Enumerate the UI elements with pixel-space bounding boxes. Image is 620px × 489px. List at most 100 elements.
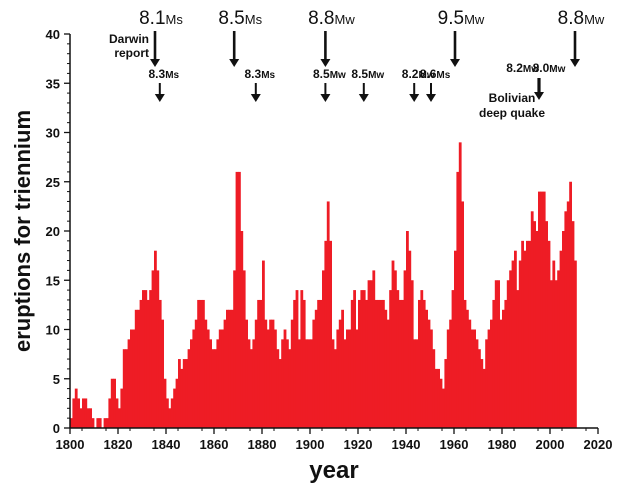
bar <box>259 299 263 428</box>
bar <box>487 329 491 428</box>
bar <box>103 418 107 428</box>
magnitude-label: 8.5Mw <box>351 67 384 81</box>
bar <box>454 250 457 428</box>
bar <box>401 299 404 428</box>
bar <box>518 260 522 428</box>
bar <box>108 398 112 428</box>
bar <box>413 339 416 428</box>
bar <box>197 299 200 428</box>
bar <box>506 280 510 428</box>
y-tick-label: 5 <box>53 372 60 387</box>
bar <box>480 359 484 428</box>
bar <box>295 290 299 428</box>
bar <box>238 171 241 428</box>
bar <box>348 329 352 428</box>
bar <box>350 299 354 428</box>
bar <box>446 329 450 428</box>
bar <box>502 309 505 428</box>
bar <box>533 221 536 428</box>
bar <box>526 240 529 428</box>
bar <box>470 329 474 428</box>
bar <box>127 339 131 428</box>
bar <box>170 398 174 428</box>
bar <box>187 349 191 428</box>
bar <box>142 290 145 428</box>
bar <box>554 280 558 428</box>
bar <box>482 368 486 428</box>
bar <box>379 299 383 428</box>
x-tick-label: 1940 <box>392 437 421 452</box>
bar <box>206 329 210 428</box>
bar <box>98 418 102 428</box>
bar <box>516 290 520 428</box>
y-axis-title: eruptions for triennium <box>10 110 35 352</box>
earthquake-arrow <box>570 31 580 67</box>
bar-series <box>70 142 577 428</box>
earthquake-arrow <box>534 78 544 100</box>
bar <box>89 408 92 428</box>
bar <box>353 290 356 428</box>
bar <box>408 250 412 428</box>
magnitude-label: 8.3Ms <box>245 67 276 81</box>
bar <box>288 349 292 428</box>
bar <box>240 231 244 428</box>
magnitude-label: 8.2Mw <box>506 61 539 75</box>
bar <box>511 260 515 428</box>
bar <box>254 319 258 428</box>
bar <box>269 319 272 428</box>
bar <box>168 408 172 428</box>
magnitude-label: 8.6Ms <box>420 67 451 81</box>
bar <box>216 339 220 428</box>
y-tick-label: 10 <box>46 323 60 338</box>
bar <box>312 319 316 428</box>
bar <box>341 309 344 428</box>
bar <box>281 339 284 428</box>
magnitude-label: 8.3Ms <box>149 67 180 81</box>
bar <box>302 299 306 428</box>
bar <box>298 339 301 428</box>
x-tick-label: 2020 <box>584 437 613 452</box>
bar <box>130 329 133 428</box>
bar <box>451 290 455 428</box>
bar <box>530 211 534 428</box>
bar <box>478 349 481 428</box>
bar <box>276 349 280 428</box>
bar <box>79 408 83 428</box>
bar <box>559 250 563 428</box>
x-tick-label: 1820 <box>104 437 133 452</box>
bar <box>324 240 328 428</box>
bar <box>202 299 205 428</box>
bar <box>134 309 138 428</box>
magnitude-label: 8.8Mw <box>558 8 605 29</box>
bar <box>139 299 143 428</box>
y-tick-label: 0 <box>53 421 60 436</box>
bar <box>418 299 421 428</box>
bar <box>386 319 390 428</box>
bar <box>245 319 248 428</box>
bar <box>432 349 436 428</box>
bar <box>257 299 260 428</box>
bar <box>430 329 433 428</box>
bar <box>521 240 524 428</box>
bar <box>278 359 282 428</box>
bar <box>574 260 577 428</box>
bar <box>437 368 440 428</box>
bar <box>156 270 160 428</box>
bar <box>106 418 109 428</box>
x-axis-title: year <box>309 457 358 484</box>
y-tick-label: 15 <box>46 273 60 288</box>
bar <box>190 339 193 428</box>
earthquake-arrow <box>358 83 369 102</box>
bar <box>334 349 337 428</box>
x-tick-label: 1860 <box>200 437 229 452</box>
bar <box>499 319 503 428</box>
bar <box>151 270 155 428</box>
bar <box>161 319 164 428</box>
bar <box>286 339 289 428</box>
bar <box>96 418 100 428</box>
bar <box>427 319 431 428</box>
bar <box>449 319 452 428</box>
bar <box>74 388 78 428</box>
